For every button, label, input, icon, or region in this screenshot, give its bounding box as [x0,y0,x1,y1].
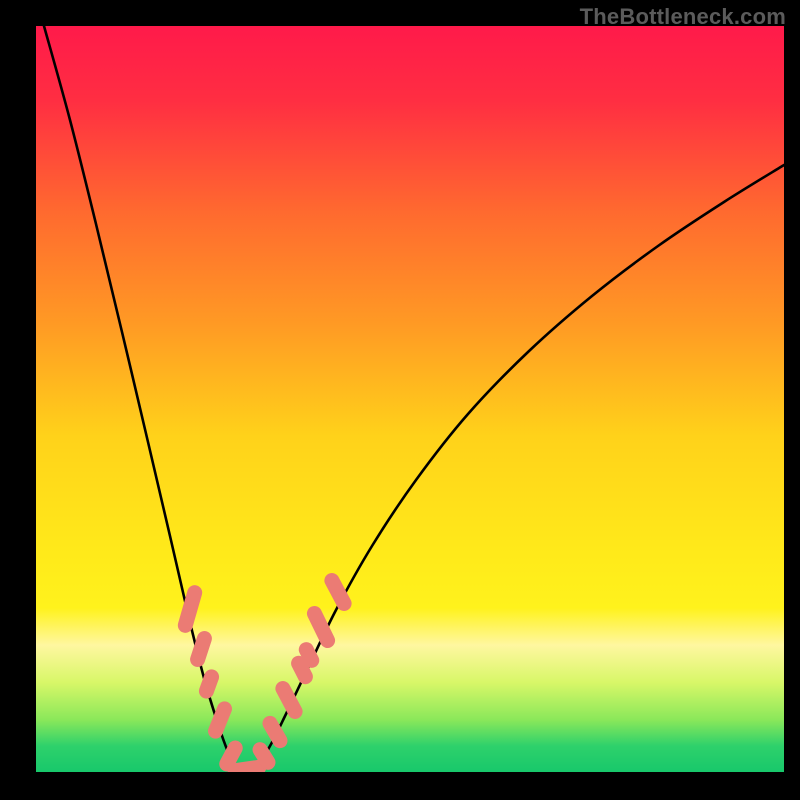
plot-background [36,26,784,772]
bottleneck-curve-plot [0,0,800,800]
chart-container: TheBottleneck.com [0,0,800,800]
watermark-text: TheBottleneck.com [580,4,786,30]
